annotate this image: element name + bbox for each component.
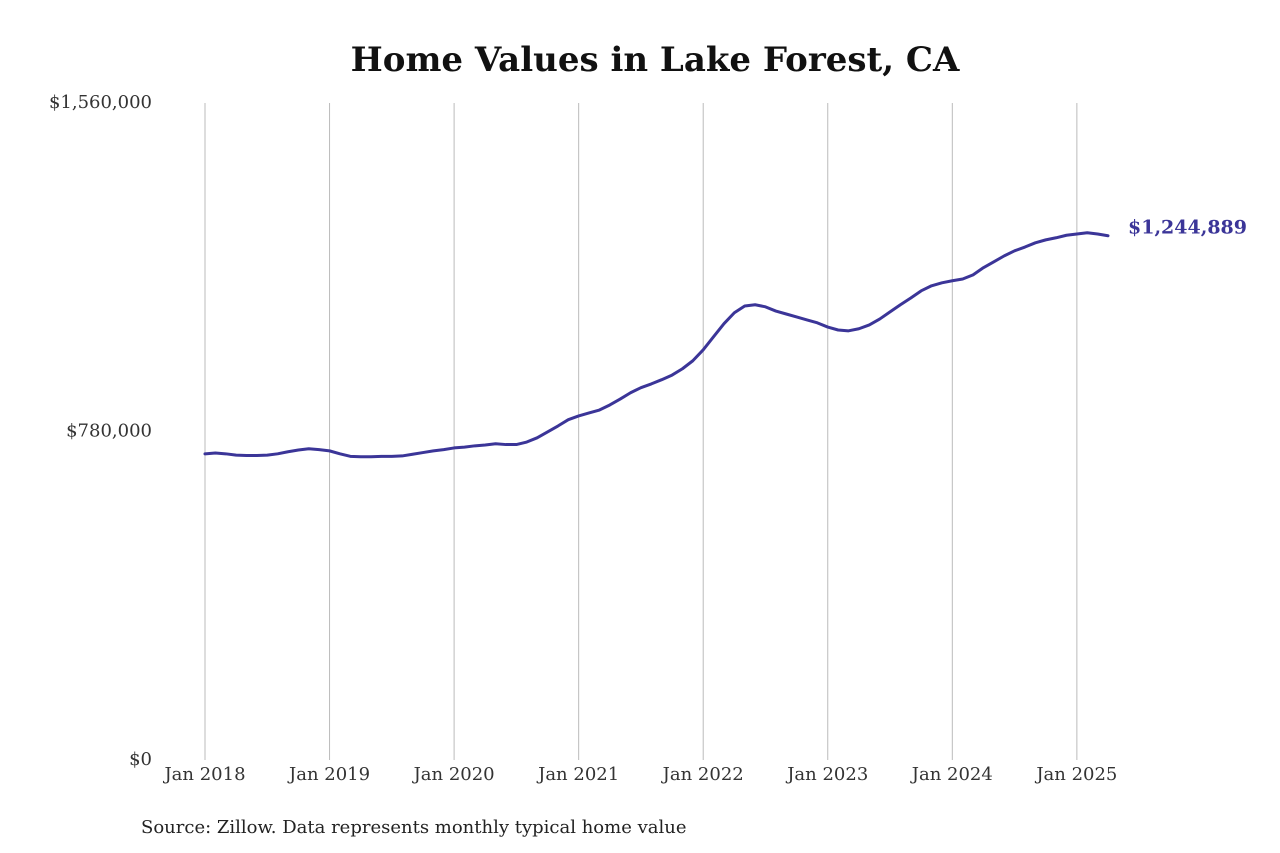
x-tick-label: Jan 2023	[785, 764, 868, 785]
y-tick-label: $780,000	[66, 421, 152, 442]
x-tick-label: Jan 2018	[162, 764, 245, 785]
x-tick-label: Jan 2024	[910, 764, 993, 785]
x-tick-label: Jan 2020	[412, 764, 495, 785]
x-tick-label: Jan 2022	[661, 764, 744, 785]
x-tick-label: Jan 2019	[287, 764, 370, 785]
data-label: $1,244,889	[1128, 217, 1247, 239]
chart-title: Home Values in Lake Forest, CA	[351, 40, 960, 80]
y-tick-label: $1,560,000	[49, 92, 152, 113]
line	[203, 231, 1110, 459]
x-tick-label: Jan 2025	[1034, 764, 1117, 785]
caption: Source: Zillow. Data represents monthly …	[141, 817, 687, 838]
x-tick-label: Jan 2021	[536, 764, 619, 785]
y-tick-label: $0	[129, 749, 152, 770]
